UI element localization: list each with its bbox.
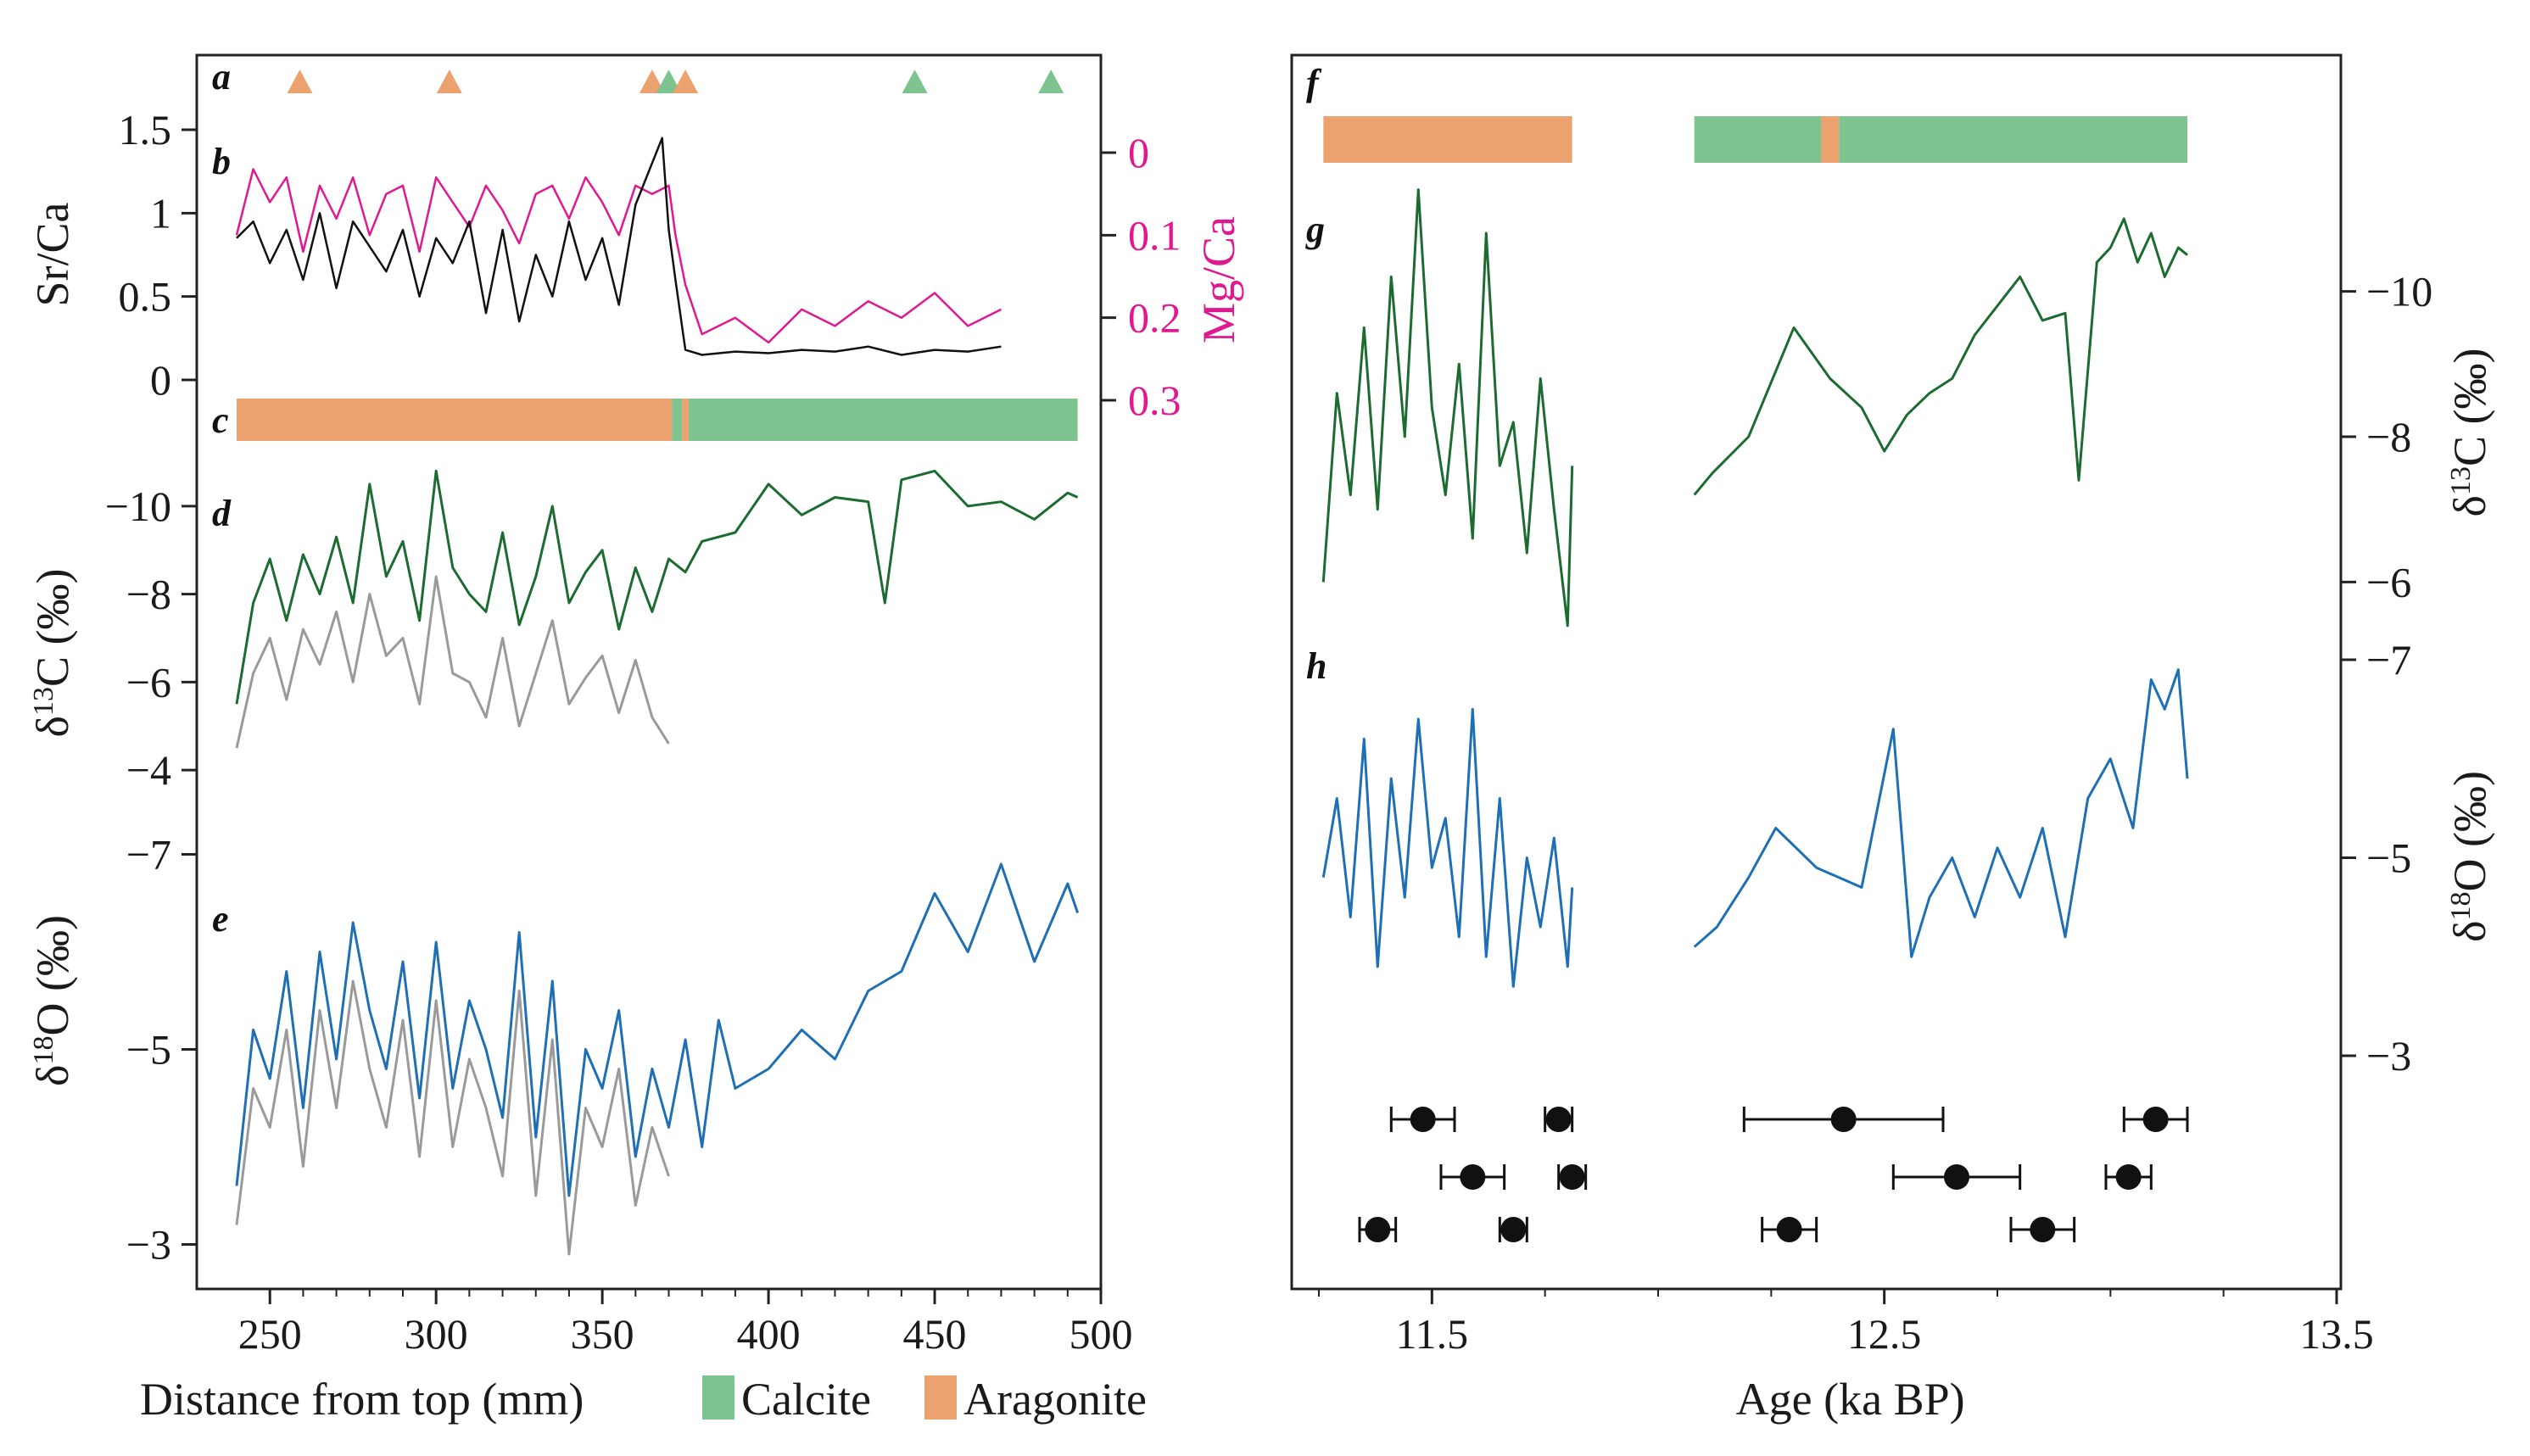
left-plot-frame: [195, 53, 1103, 1291]
mgca-y-tick-label: 0.2: [1128, 294, 1181, 342]
d18o-axis-title-left: δ18O (‰): [27, 915, 78, 1086]
mgca-y-tick-label: 0.1: [1128, 211, 1181, 259]
d18o-axis-title-right: δ18O (‰): [2444, 771, 2495, 942]
panel-label-a: a: [212, 56, 231, 98]
panel-label-e: e: [212, 898, 229, 940]
g-d13c-y-tick-label: −10: [2366, 268, 2432, 315]
panel-label-b: b: [212, 141, 231, 182]
srca-series-line: [236, 137, 1002, 356]
g-d13c-y-tick-label: −8: [2366, 413, 2411, 460]
panel-label-d: d: [212, 493, 232, 534]
g-d13c-y-tick-label: −6: [2366, 558, 2411, 605]
age-date-point: [1410, 1107, 1436, 1132]
age-date-point: [1830, 1107, 1857, 1132]
age-date-point: [2115, 1164, 2142, 1190]
h-d18o-y-tick-label: −7: [2366, 636, 2411, 683]
age-date-point: [1365, 1217, 1391, 1242]
age-date-point: [1944, 1164, 1969, 1190]
mineralogy-bar-aragonite: [1323, 116, 1572, 163]
legend-label-aragonite: Aragonite: [963, 1374, 1147, 1425]
panel-label-f: f: [1306, 62, 1322, 103]
d13c-y-tick-label: −8: [126, 571, 171, 618]
right-plot-frame: [1290, 53, 2343, 1291]
d18o-series-line-0: [235, 862, 1080, 1197]
x-axis-title-right: Age (ka BP): [1736, 1374, 1965, 1425]
age-date-point: [1460, 1164, 1486, 1190]
mineralogy-bar-aragonite: [237, 399, 673, 441]
g-d13c-series-line-early: [1321, 188, 1574, 628]
right-panel: 11.5 12.5 13.5 f g h −10 −8 −6 δ13C (‰) −7 −5 −3 δ18O…: [1290, 53, 2495, 1425]
mineralogy-bar-calcite: [1694, 116, 1821, 163]
mineralogy-bar-aragonite: [682, 399, 690, 441]
d13c-series-line-0: [235, 469, 1079, 705]
age-date-point: [1559, 1164, 1585, 1190]
panel-label-h: h: [1306, 645, 1326, 687]
triangle-marker-calcite: [902, 70, 928, 93]
age-date-point: [1545, 1107, 1572, 1132]
triangle-marker-calcite: [1038, 70, 1064, 93]
mgca-axis-title: Mg/Ca: [1193, 216, 1244, 343]
d13c-y-tick-label: −4: [126, 746, 171, 794]
panel-label-c: c: [212, 399, 229, 441]
triangle-marker-calcite: [656, 70, 682, 93]
srca-y-tick-label: 0.5: [119, 273, 172, 321]
age-date-point: [1776, 1217, 1802, 1242]
x-tick-label-250: 250: [238, 1310, 302, 1358]
d18o-y-tick-label: −7: [126, 831, 171, 879]
mgca-y-tick-label: 0.3: [1128, 377, 1181, 424]
d18o-y-tick-label: −5: [126, 1026, 171, 1074]
triangle-marker-aragonite: [287, 70, 313, 93]
age-tick-label-13.5: 13.5: [2299, 1310, 2374, 1358]
age-tick-label-12.5: 12.5: [1847, 1310, 1922, 1358]
d13c-series-line-1: [235, 575, 670, 749]
d18o-series-line-1: [235, 979, 670, 1256]
mineralogy-bar-calcite: [689, 399, 1078, 441]
x-tick-label-500: 500: [1070, 1310, 1133, 1358]
age-date-point: [2142, 1107, 2169, 1132]
d13c-axis-title-right: δ13C (‰): [2444, 349, 2495, 517]
mineralogy-bar-calcite: [672, 399, 683, 441]
age-date-point: [1500, 1217, 1527, 1242]
x-tick-label-350: 350: [571, 1310, 634, 1358]
srca-axis-title: Sr/Ca: [27, 202, 78, 306]
mineralogy-bar-calcite: [1839, 116, 2187, 163]
h-d18o-series-line-late: [1693, 668, 2189, 958]
h-d18o-y-tick-label: −3: [2366, 1032, 2411, 1079]
x-tick-label-300: 300: [405, 1310, 468, 1358]
srca-y-tick-label: 0: [150, 356, 171, 404]
age-tick-label-11.5: 11.5: [1396, 1310, 1469, 1358]
x-axis-title-left: Distance from top (mm): [140, 1374, 584, 1425]
mgca-series-line: [235, 168, 1002, 344]
d13c-axis-title-left: δ13C (‰): [27, 569, 78, 738]
h-d18o-y-tick-label: −5: [2366, 834, 2411, 882]
legend-label-calcite: Calcite: [741, 1374, 871, 1425]
srca-y-tick-label: 1.5: [119, 106, 172, 153]
age-date-point: [2030, 1217, 2056, 1242]
srca-y-tick-label: 1: [150, 189, 171, 237]
h-d18o-series-line-early: [1321, 707, 1574, 988]
x-tick-label-450: 450: [903, 1310, 967, 1358]
g-d13c-series-line-late: [1693, 217, 2188, 496]
x-tick-label-400: 400: [737, 1310, 801, 1358]
d18o-y-tick-label: −3: [126, 1221, 171, 1269]
legend-swatch-aragonite: [924, 1375, 957, 1420]
mineralogy-bar-aragonite: [1821, 116, 1840, 163]
triangle-marker-aragonite: [639, 70, 665, 93]
d13c-y-tick-label: −6: [126, 658, 171, 706]
triangle-marker-aragonite: [436, 70, 462, 93]
legend-swatch-calcite: [702, 1375, 734, 1420]
d13c-y-tick-label: −10: [105, 483, 171, 530]
left-panel: 250 300 350 400 450 500 a b c d e 0 0.5 1 1.5 Sr/Ca 0 0.1…: [27, 53, 1244, 1425]
triangle-marker-aragonite: [673, 70, 699, 93]
mgca-y-tick-label: 0: [1128, 129, 1149, 176]
panel-label-g: g: [1305, 209, 1325, 250]
